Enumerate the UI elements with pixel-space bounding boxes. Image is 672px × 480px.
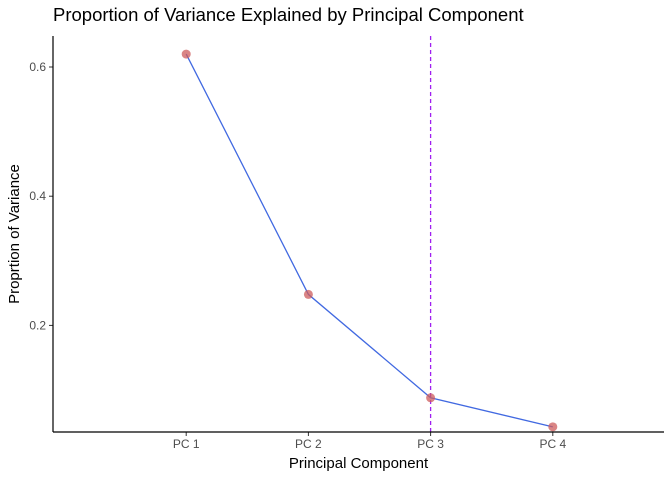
y-axis-ticks: 0.2 0.4 0.6 bbox=[29, 60, 53, 332]
chart-title: Proportion of Variance Explained by Prin… bbox=[53, 4, 524, 25]
data-point bbox=[181, 49, 191, 59]
y-axis-title: Proprtion of Variance bbox=[6, 164, 23, 304]
y-tick-label: 0.2 bbox=[29, 318, 46, 332]
y-tick-label: 0.4 bbox=[29, 189, 46, 203]
y-tick-label: 0.6 bbox=[29, 60, 46, 74]
x-axis-ticks: PC 1 PC 2 PC 3 PC 4 bbox=[173, 432, 566, 451]
x-axis-title: Principal Component bbox=[289, 455, 429, 472]
data-point bbox=[426, 393, 436, 403]
x-tick-label: PC 2 bbox=[295, 437, 322, 451]
data-point bbox=[548, 422, 558, 432]
data-point bbox=[303, 289, 313, 299]
series-line bbox=[185, 53, 553, 428]
x-tick-label: PC 3 bbox=[417, 437, 444, 451]
x-tick-label: PC 1 bbox=[173, 437, 200, 451]
data-points bbox=[181, 49, 558, 432]
x-tick-label: PC 4 bbox=[539, 437, 566, 451]
